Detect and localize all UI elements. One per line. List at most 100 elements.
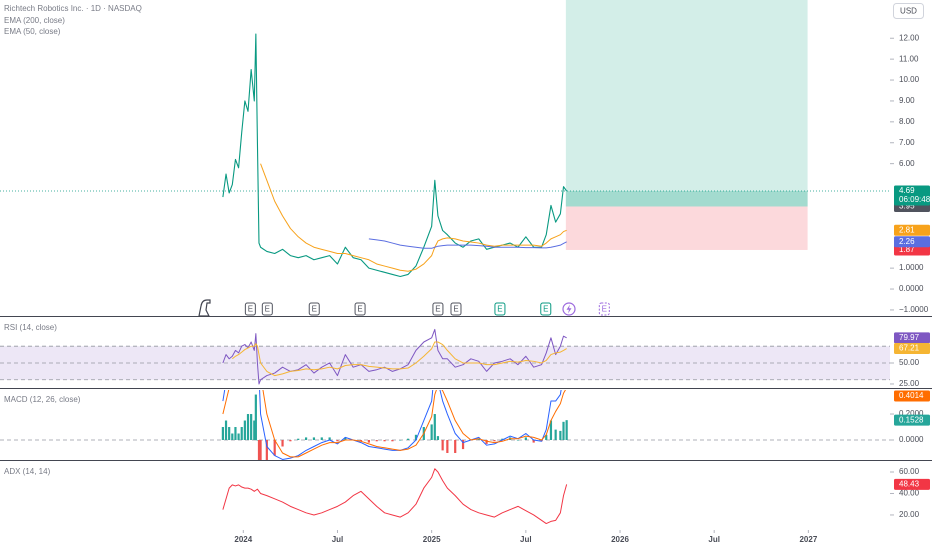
position-target-zone bbox=[565, 0, 808, 207]
histogram-bar bbox=[243, 420, 246, 440]
y-tick-label: 0.2000 bbox=[899, 409, 924, 418]
histogram-bar bbox=[414, 434, 418, 440]
price-label: 48.43 bbox=[899, 480, 920, 489]
pane-title: ADX (14, 14) bbox=[4, 467, 51, 476]
price-label: 1.87 bbox=[899, 245, 915, 254]
histogram-bar bbox=[493, 440, 496, 442]
y-tick-label: 8.00 bbox=[899, 117, 915, 126]
x-tick-label: 2025 bbox=[423, 535, 441, 544]
x-tick-label: Jul bbox=[708, 535, 720, 544]
histogram-bar bbox=[391, 440, 394, 442]
earnings-label: E bbox=[265, 305, 270, 314]
histogram-bar bbox=[485, 440, 488, 444]
histogram-bar bbox=[454, 440, 457, 453]
histogram-bar bbox=[273, 440, 276, 456]
earnings-marker bbox=[494, 302, 506, 316]
x-tick-label: 2027 bbox=[799, 535, 817, 544]
histogram-bar bbox=[265, 440, 268, 460]
histogram-bar bbox=[565, 420, 568, 440]
earnings-marker bbox=[432, 302, 444, 316]
histogram-bar bbox=[231, 433, 234, 440]
y-tick-label: −1.0000 bbox=[899, 305, 929, 314]
histogram-bar bbox=[433, 414, 436, 440]
histogram-bar bbox=[532, 440, 535, 443]
histogram-bar bbox=[259, 440, 262, 460]
histogram-bar bbox=[367, 440, 370, 443]
x-tick-label: Jul bbox=[332, 535, 344, 544]
histogram-bar bbox=[446, 440, 449, 453]
price-label-bg bbox=[894, 224, 930, 236]
histogram-bar bbox=[224, 420, 228, 440]
currency-label: USD bbox=[900, 7, 917, 16]
histogram-bar bbox=[554, 429, 557, 440]
y-tick-label: 0.0000 bbox=[899, 435, 924, 444]
histogram-bar bbox=[524, 437, 527, 440]
histogram-bar bbox=[281, 440, 284, 447]
histogram-bar bbox=[549, 420, 553, 440]
y-tick-label: 11.00 bbox=[899, 54, 919, 63]
histogram-bar bbox=[289, 440, 292, 442]
position-stop-zone bbox=[565, 206, 808, 250]
price-label-bg bbox=[894, 185, 930, 206]
histogram-bar bbox=[221, 427, 224, 440]
upcoming-earnings-label: E bbox=[602, 305, 607, 314]
price-label: 2.81 bbox=[899, 225, 915, 234]
histogram-bar bbox=[383, 440, 386, 442]
earnings-marker bbox=[354, 302, 366, 316]
price-label: 79.97 bbox=[899, 333, 920, 342]
histogram-bar bbox=[436, 436, 440, 440]
pane-background bbox=[565, 0, 808, 250]
histogram-bar bbox=[336, 440, 339, 442]
earnings-marker bbox=[308, 302, 320, 316]
y-tick-label: 1.0000 bbox=[899, 263, 924, 272]
histogram-bar bbox=[256, 440, 259, 441]
histogram-bar bbox=[501, 438, 504, 440]
price-label: 4.69 bbox=[899, 186, 915, 195]
series-line bbox=[222, 390, 566, 458]
earnings-label: E bbox=[453, 305, 458, 314]
histogram-bar bbox=[559, 430, 562, 440]
price-label: 2.26 bbox=[899, 237, 915, 246]
histogram-bar bbox=[304, 437, 308, 440]
histogram-bar bbox=[320, 437, 323, 440]
earnings-label: E bbox=[248, 305, 253, 314]
pane-background bbox=[0, 345, 890, 381]
histogram-bar bbox=[375, 440, 378, 442]
pane bbox=[0, 33, 890, 278]
y-tick-label: 40.00 bbox=[899, 489, 920, 498]
y-tick-label: 7.00 bbox=[899, 138, 915, 147]
series-line bbox=[368, 238, 567, 249]
pane bbox=[222, 328, 567, 385]
currency-button[interactable] bbox=[893, 3, 924, 19]
earnings-label: E bbox=[312, 305, 317, 314]
earnings-marker bbox=[261, 302, 273, 316]
y-tick-label: 0.0000 bbox=[899, 284, 924, 293]
histogram-bar bbox=[254, 394, 257, 440]
series-line bbox=[222, 390, 562, 460]
histogram-bar bbox=[399, 440, 402, 441]
price-label: 3.95 bbox=[899, 202, 915, 211]
y-tick-label: 12.00 bbox=[899, 33, 920, 42]
histogram-bar bbox=[228, 427, 231, 440]
histogram-bar bbox=[516, 440, 520, 441]
histogram-bar bbox=[430, 424, 433, 440]
countdown-label: 06:09:48 bbox=[899, 195, 931, 204]
y-tick-label: 50.00 bbox=[899, 358, 920, 367]
histogram-bar bbox=[545, 434, 548, 440]
y-tick-label: 60.00 bbox=[899, 467, 920, 476]
y-tick-label: 25.00 bbox=[899, 379, 920, 388]
histogram-bar bbox=[407, 438, 410, 440]
price-label: 0.1528 bbox=[899, 415, 924, 424]
earnings-marker bbox=[244, 302, 256, 316]
series-line bbox=[222, 33, 568, 278]
histogram-bar bbox=[257, 440, 261, 460]
series-line bbox=[222, 468, 568, 525]
y-tick-label: 20.00 bbox=[899, 510, 920, 519]
upcoming-earnings-marker bbox=[598, 302, 610, 316]
series-line bbox=[260, 163, 567, 272]
price-label-bg bbox=[894, 478, 930, 490]
y-tick-label: 6.00 bbox=[899, 159, 915, 168]
indicator-label: EMA (200, close) bbox=[4, 16, 65, 25]
dividend-icon[interactable] bbox=[198, 299, 211, 317]
